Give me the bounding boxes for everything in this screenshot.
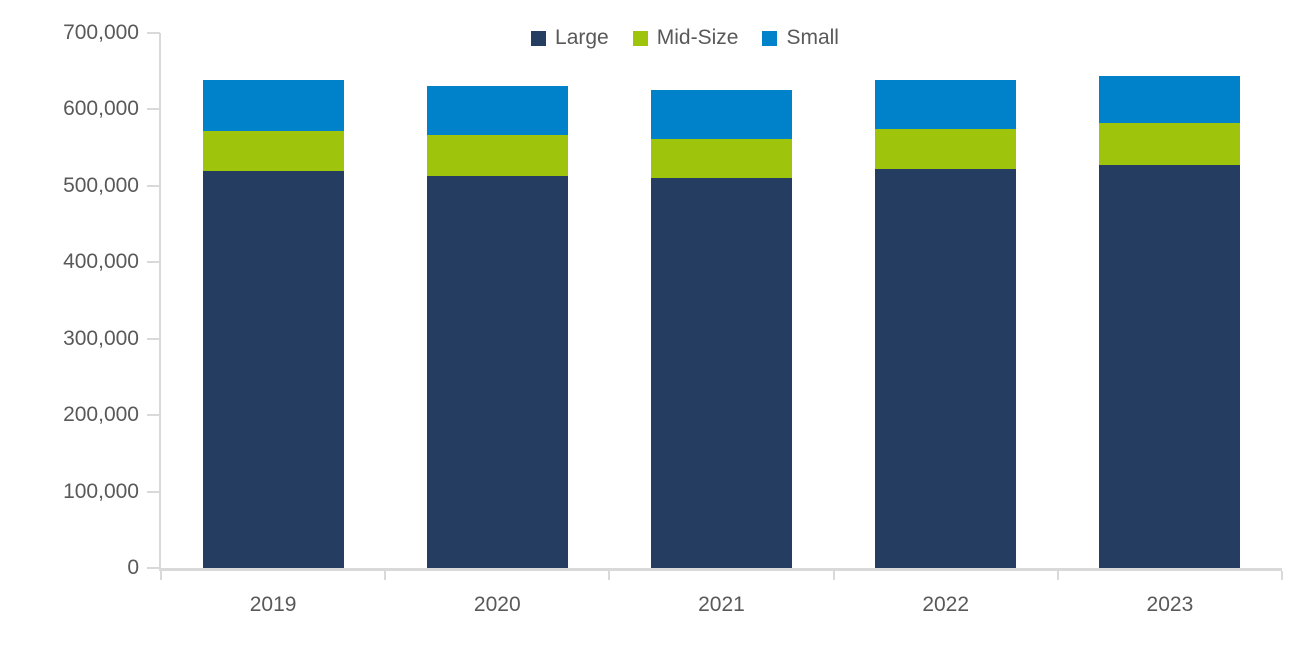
y-axis-tick-label: 600,000 [63, 97, 139, 121]
x-axis-tick [1056, 571, 1059, 580]
y-axis-tick [147, 414, 160, 417]
y-axis-tick [147, 261, 160, 264]
legend-swatch-mid-size-icon [632, 30, 648, 46]
bar-segment-2019-large [202, 171, 344, 568]
bar-segment-2023-mid-size [1099, 123, 1241, 166]
bar-segment-2021-mid-size [651, 139, 792, 179]
bar-segment-2019-small [202, 80, 344, 131]
x-axis-label-2019: 2019 [249, 593, 297, 616]
x-axis-tick [1281, 571, 1283, 580]
y-axis-tick [147, 184, 160, 187]
y-axis-tick [147, 567, 160, 569]
legend-label-mid-size: Mid-Size [656, 26, 739, 49]
legend-label-large: Large [555, 26, 609, 49]
legend-swatch-small-icon [762, 30, 778, 46]
x-axis-label-2021: 2021 [698, 593, 745, 616]
legend-item-small: Small [762, 27, 839, 49]
y-axis-tick-label: 400,000 [63, 250, 139, 274]
y-axis-tick-label: 500,000 [63, 173, 139, 197]
y-axis-tick-label: 700,000 [63, 21, 139, 44]
bar-segment-2022-small [875, 80, 1017, 129]
bar-group-2021 [651, 33, 792, 568]
y-axis-tick [147, 490, 160, 493]
x-axis-label-2023: 2023 [1146, 593, 1194, 616]
x-axis-tick [608, 571, 611, 580]
y-axis-tick-label: 300,000 [63, 326, 139, 350]
bar-segment-2022-large [875, 169, 1017, 568]
bar-group-2022 [875, 33, 1017, 568]
bar-segment-2019-mid-size [202, 130, 344, 172]
y-axis-tick-label: 100,000 [63, 479, 139, 503]
legend-swatch-large-icon [531, 30, 547, 46]
bar-segment-2020-small [426, 85, 568, 136]
y-axis-tick [147, 32, 160, 34]
x-axis-tick [384, 571, 387, 580]
chart-legend: Large Mid-Size Small [0, 27, 1308, 49]
bar-segment-2020-large [426, 175, 568, 568]
y-axis-tick-label: 200,000 [63, 403, 139, 427]
bar-group-2019 [202, 33, 344, 568]
y-axis-tick-label: 0 [127, 556, 139, 579]
legend-item-large: Large [531, 27, 609, 49]
bar-segment-2022-mid-size [875, 128, 1017, 170]
plot-area: 0 100,000 200,000 300,000 400,000 500,000 600,… [63, 22, 1283, 616]
legend-label-small: Small [786, 26, 839, 49]
bar-segment-2021-small [651, 90, 792, 140]
x-axis-tick [832, 571, 835, 580]
y-axis-tick [147, 337, 160, 340]
legend-item-mid-size: Mid-Size [632, 26, 739, 49]
x-axis-label-2020: 2020 [473, 593, 521, 616]
bar-segment-2023-small [1099, 75, 1241, 124]
x-axis-line [159, 568, 1282, 571]
x-axis-label-2022: 2022 [922, 593, 970, 616]
bar-segment-2020-mid-size [426, 135, 568, 176]
y-axis-line [159, 33, 161, 571]
x-axis-tick [160, 571, 162, 580]
bar-group-2020 [426, 33, 568, 568]
y-axis-tick [147, 108, 160, 111]
bar-segment-2023-large [1099, 165, 1241, 568]
bar-segment-2021-large [651, 178, 792, 568]
bar-group-2023 [1099, 33, 1241, 568]
